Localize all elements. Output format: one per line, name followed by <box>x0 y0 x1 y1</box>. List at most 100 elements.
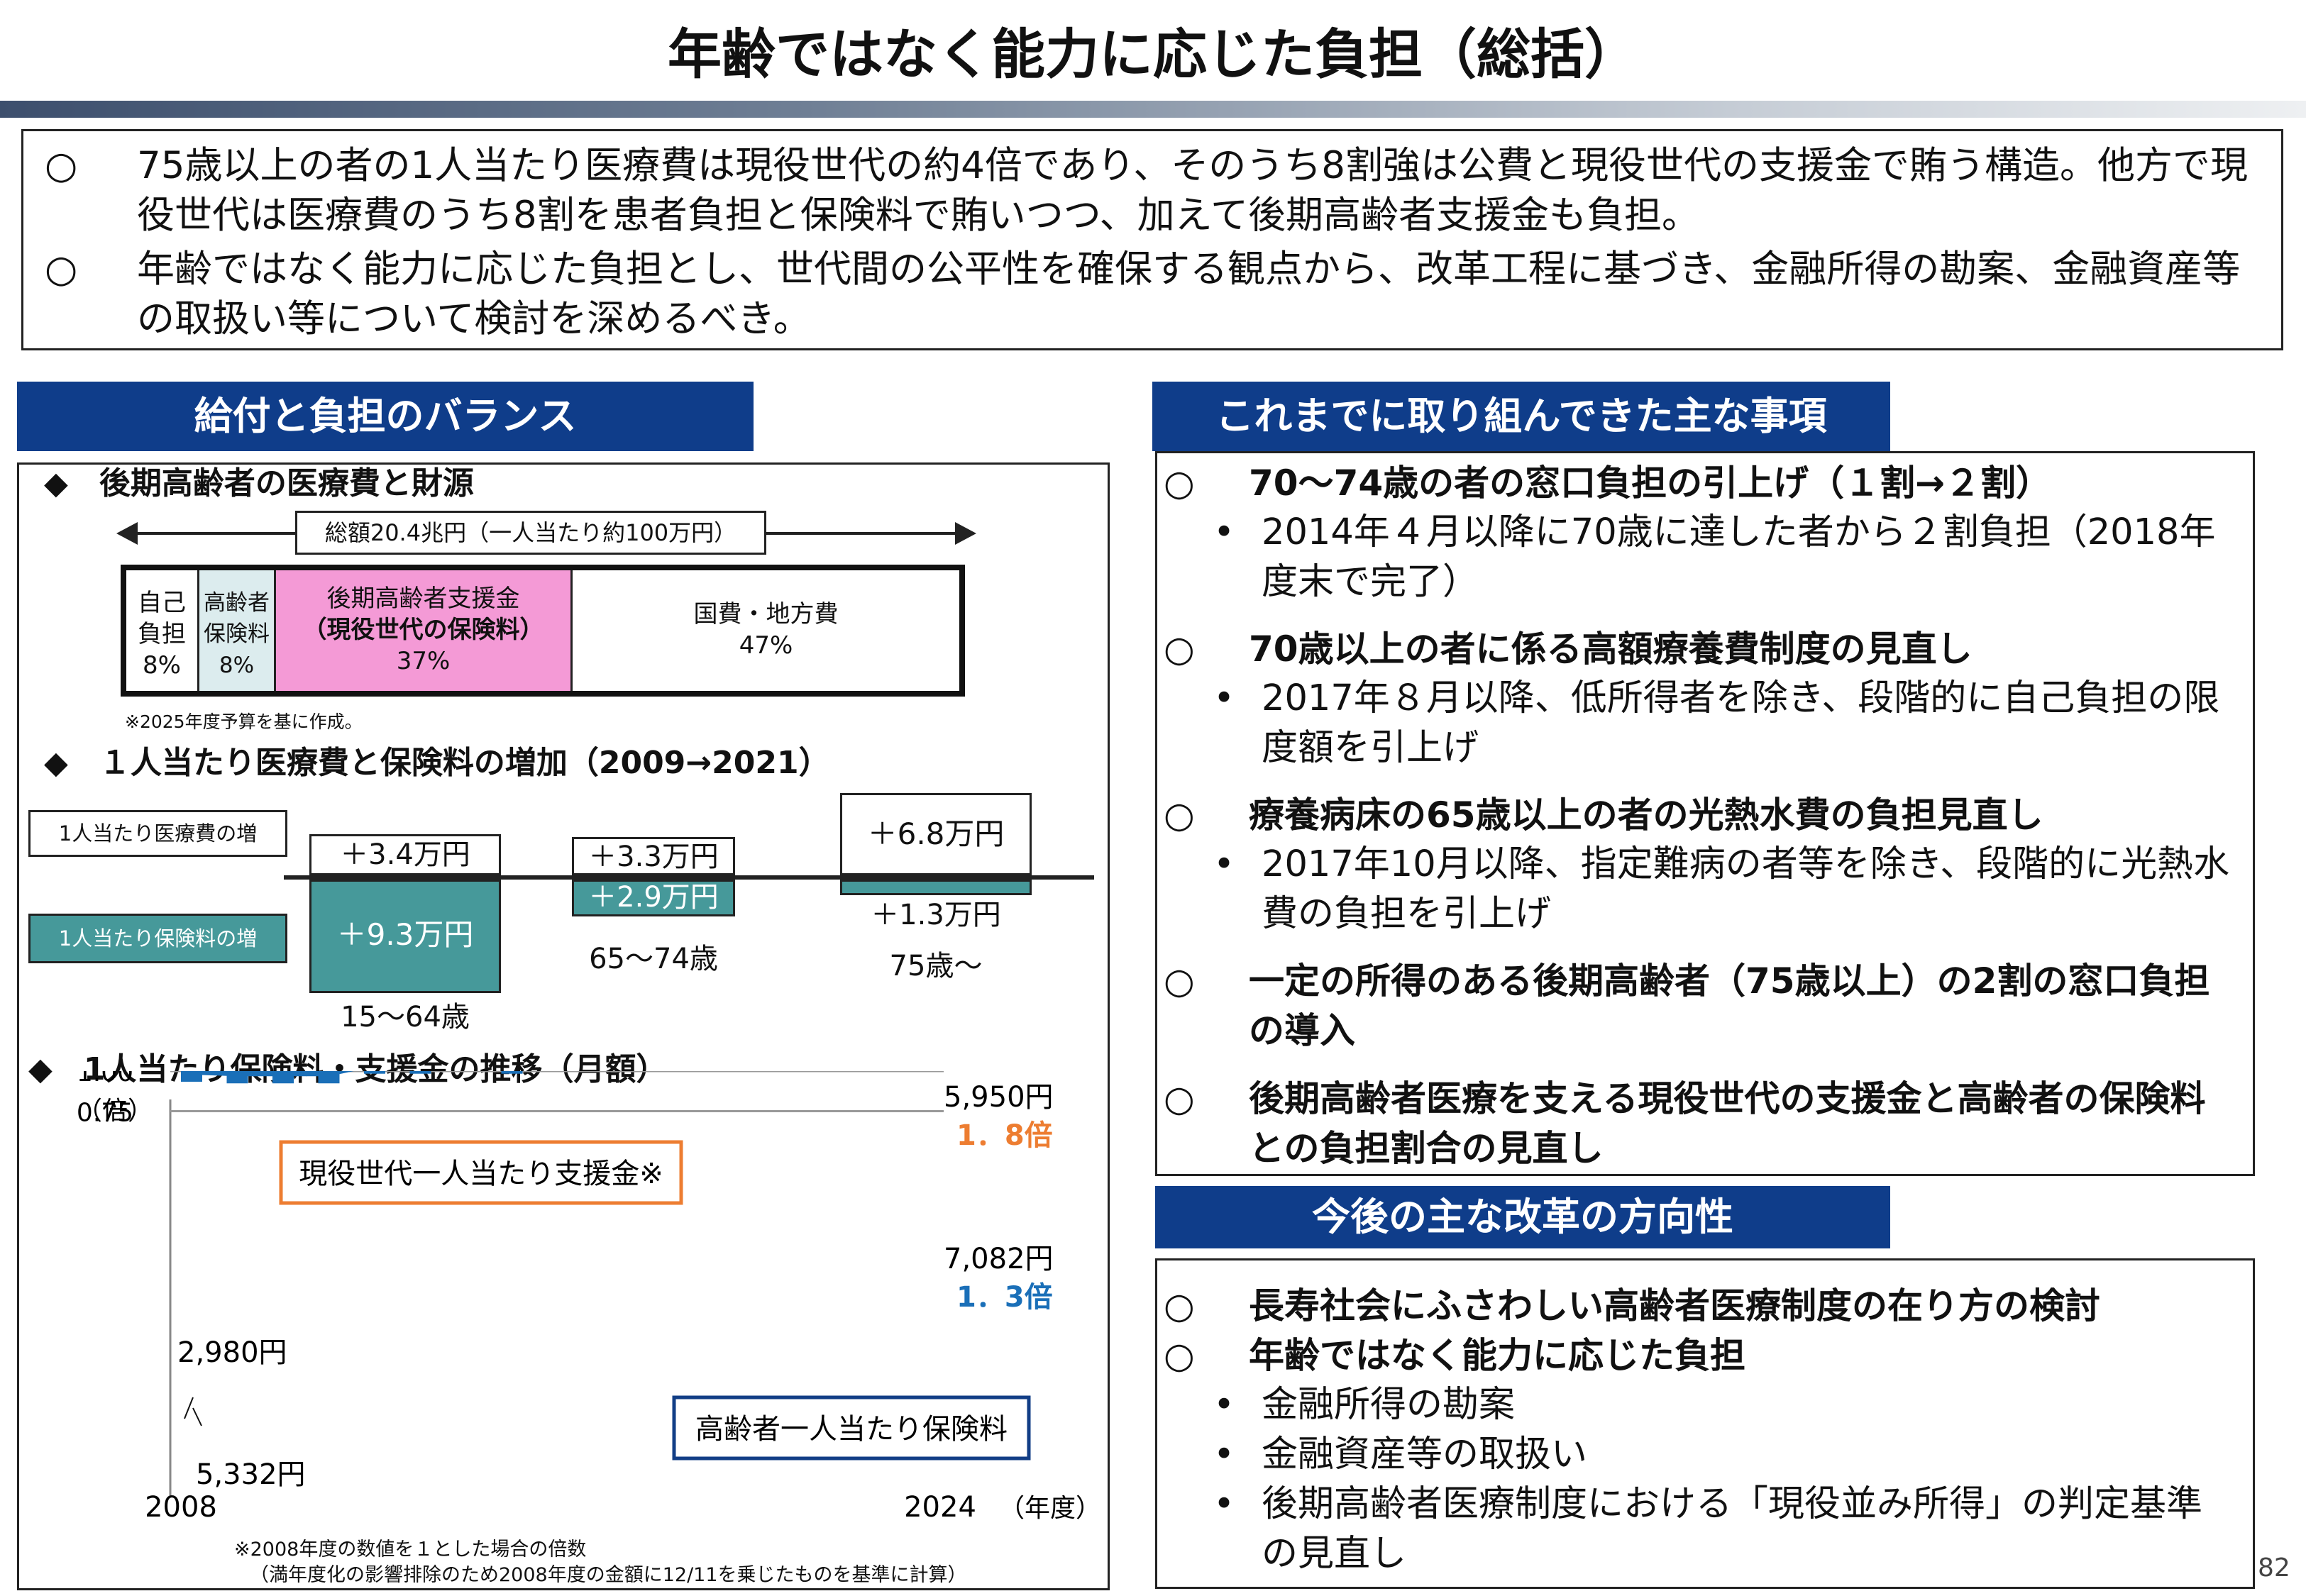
segment-line1: 国費・地方費 <box>693 600 839 628</box>
series-lines <box>191 1071 354 1077</box>
achievement-item-2: ○ 70歳以上の者に係る高額療養費制度の見直し <box>1164 624 2235 674</box>
data-point <box>501 1071 523 1074</box>
summary-item-2: ○ 年齢ではなく能力に応じた負担とし、世代間の公平性を確保する観点から、改革工程… <box>45 245 2258 344</box>
legend-medical: 1人当たり医療費の増 <box>28 810 287 857</box>
summary-item-1: ○ 75歳以上の者の1人当たり医療費は現役世代の約4倍であり、そのうち8割強は公… <box>45 141 2258 240</box>
item-title: 後期高齢者医療を支える現役世代の支援金と高齢者の保険料との負担割合の見直し <box>1249 1078 2206 1169</box>
chart-grid <box>169 1071 944 1497</box>
reform-item-2: ○ 年齢ではなく能力に応じた負担 <box>1164 1331 2235 1380</box>
group-65-74-label: 65～74歳 <box>589 943 718 975</box>
y-axis-label: （倍） <box>77 1097 153 1126</box>
achievement-item-1-bullet: • 2014年４月以降に70歳に達した者から２割負担（2018年度末で完了） <box>1164 508 2235 607</box>
item-marker: ○ <box>1164 462 1195 504</box>
support-series-callout <box>279 1140 683 1205</box>
sec3-note-1: ※2008年度の数値を１とした場合の倍数 <box>234 1539 587 1561</box>
item-title: 療養病床の65歳以上の者の光熱水費の負担見直し <box>1249 794 2043 836</box>
bullet-marker: • <box>1213 677 1235 719</box>
support-ratio-label: 1．8倍 <box>956 1119 1053 1152</box>
segment-line2: 保険料 <box>204 621 270 647</box>
group-75-label: 75歳～ <box>889 950 983 982</box>
premium-end-label: 7,082円 <box>944 1243 1054 1275</box>
reform-bullet-3: • 後期高齢者医療制度における「現役並み所得」の判定基準の見直し <box>1164 1480 2235 1579</box>
reform-bullet: 金融資産等の取扱い <box>1262 1434 1588 1475</box>
left-panel <box>17 462 1110 1590</box>
x-tick-label: 2024 <box>904 1491 976 1524</box>
segment-pct: 37% <box>396 647 451 675</box>
group-75-premium: ＋1.3万円 <box>871 899 1001 931</box>
support-series-name: 現役世代一人当たり支援金※ <box>299 1158 663 1190</box>
reform-bullet: 金融所得の勘案 <box>1262 1384 1516 1426</box>
item-marker: ○ <box>1164 1078 1195 1119</box>
summary-box: ○ 75歳以上の者の1人当たり医療費は現役世代の約4倍であり、そのうち8割強は公… <box>21 129 2283 350</box>
callout-line <box>192 1407 202 1426</box>
bullet-marker: • <box>1213 1483 1235 1525</box>
group-75-premium-bar <box>840 880 1032 895</box>
data-point <box>181 1071 202 1082</box>
segment-support-fund: 後期高齢者支援金 （現役世代の保険料） 37% <box>276 570 573 691</box>
support-start-label: 2,980円 <box>177 1336 287 1369</box>
achievement-item-2-bullet: • 2017年８月以降、低所得者を除き、段階的に自己負担の限度額を引上げ <box>1164 674 2235 773</box>
segment-line1: 自己 <box>138 589 186 617</box>
title-underline <box>0 101 2306 118</box>
data-point <box>272 1071 294 1084</box>
left-section-header: 給付と負担のバランス <box>17 382 754 451</box>
item-marker: ○ <box>1164 1285 1195 1326</box>
item-title: 70歳以上の者に係る高額療養費制度の見直し <box>1249 628 1973 670</box>
bullet-marker: • <box>1213 1384 1235 1426</box>
data-point <box>409 1071 431 1074</box>
group-65-74-medical: ＋3.3万円 <box>572 837 735 875</box>
reform-title: 年齢ではなく能力に応じた負担 <box>1249 1335 1745 1376</box>
premium-ratio-label: 1．3倍 <box>956 1281 1053 1314</box>
achievement-item-1: ○ 70～74歳の者の窓口負担の引上げ（１割→２割） <box>1164 458 2235 508</box>
group-15-64-medical: ＋3.4万円 <box>309 834 501 875</box>
reform-title: 長寿社会にふさわしい高齢者医療制度の在り方の検討 <box>1249 1285 2100 1326</box>
bullet-marker: • <box>1213 843 1235 885</box>
data-point <box>226 1071 248 1084</box>
callout-line <box>184 1397 194 1419</box>
premium-start-label: 5,332円 <box>196 1458 306 1491</box>
segment-line1: 後期高齢者支援金 <box>326 584 520 613</box>
item-marker: ○ <box>1164 794 1195 836</box>
premium-series-callout <box>672 1395 1031 1461</box>
arrow-left-icon <box>116 522 138 545</box>
item-marker: ○ <box>1164 1335 1195 1376</box>
segment-line2: （現役世代の保険料） <box>302 616 544 644</box>
right-section-header-1: これまでに取り組んできた主な事項 <box>1152 382 1890 451</box>
trend-chart: 0.751.001.251.501.75 （倍） 2008 2024 （年度） … <box>77 1071 1093 1524</box>
group-15-64-label: 15～64歳 <box>341 1001 470 1033</box>
segment-elderly-premium: 高齢者 保険料 8% <box>199 570 276 691</box>
premium-series-name: 高齢者一人当たり保険料 <box>695 1413 1008 1446</box>
x-axis-label: （年度） <box>999 1494 1093 1523</box>
data-point <box>364 1071 385 1074</box>
summary-marker: ○ <box>45 144 78 187</box>
support-end-label: 5,950円 <box>944 1081 1054 1114</box>
item-title: 70～74歳の者の窓口負担の引上げ（１割→２割） <box>1249 462 2052 504</box>
segment-self-pay: 自己 負担 8% <box>126 570 199 691</box>
summary-text: 75歳以上の者の1人当たり医療費は現役世代の約4倍であり、そのうち8割強は公費と… <box>137 144 2248 237</box>
y-tick-labels: 0.751.001.251.501.75 <box>77 1071 133 1128</box>
sec1-note: ※2025年度予算を基に作成。 <box>125 711 363 732</box>
right-panel-1 <box>1155 451 2255 1176</box>
right-panel-2 <box>1155 1258 2255 1589</box>
x-tick-label: 2008 <box>145 1491 217 1524</box>
series-line-2 <box>191 1071 354 1077</box>
item-marker: ○ <box>1164 628 1195 670</box>
sec3-heading: ◆ 1人当たり保険料・支援金の推移（月額） <box>28 1051 668 1087</box>
arrow-right-icon <box>955 522 976 545</box>
data-point <box>318 1071 340 1084</box>
bullet-marker: • <box>1213 1434 1235 1475</box>
segment-line2: 負担 <box>138 620 186 648</box>
group-15-64-premium: ＋9.3万円 <box>309 880 501 993</box>
y-tick-label: 1.00 <box>77 1071 133 1087</box>
achievement-item-3-bullet: • 2017年10月以降、指定難病の者等を除き、段階的に光熱水費の負担を引上げ <box>1164 840 2235 939</box>
sec1-heading: ◆ 後期高齢者の医療費と財源 <box>44 465 474 501</box>
item-bullet: 2017年８月以降、低所得者を除き、段階的に自己負担の限度額を引上げ <box>1262 677 2220 769</box>
summary-text: 年齢ではなく能力に応じた負担とし、世代間の公平性を確保する観点から、改革工程に基… <box>137 248 2241 340</box>
sec3-note-2: （満年度化の影響排除のため2008年度の金額に12/11を乗じたものを基準に計算… <box>250 1564 967 1586</box>
group-75-medical: ＋6.8万円 <box>840 793 1032 875</box>
segment-pct: 47% <box>739 631 793 660</box>
reform-bullet: 後期高齢者医療制度における「現役並み所得」の判定基準の見直し <box>1262 1483 2203 1575</box>
item-title: 一定の所得のある後期高齢者（75歳以上）の2割の窓口負担の導入 <box>1249 960 2210 1051</box>
item-marker: ○ <box>1164 960 1195 1002</box>
item-bullet: 2014年４月以降に70歳に達した者から２割負担（2018年度末で完了） <box>1262 511 2216 603</box>
